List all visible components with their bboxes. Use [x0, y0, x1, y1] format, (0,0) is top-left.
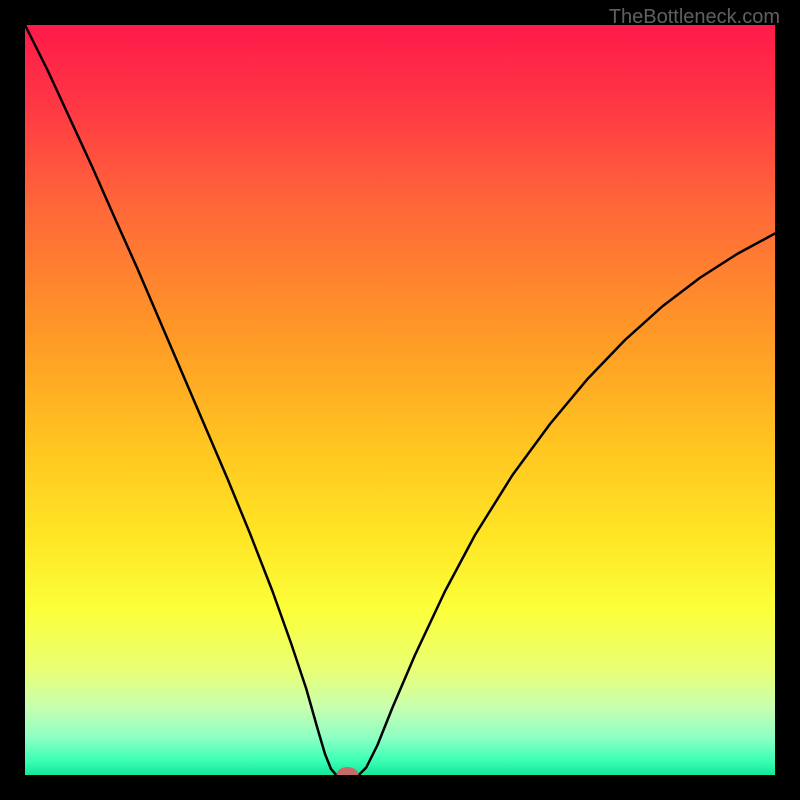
bottleneck-chart — [25, 25, 775, 775]
watermark-text: TheBottleneck.com — [609, 6, 780, 29]
gradient-background — [25, 25, 775, 775]
chart-svg — [25, 25, 775, 775]
